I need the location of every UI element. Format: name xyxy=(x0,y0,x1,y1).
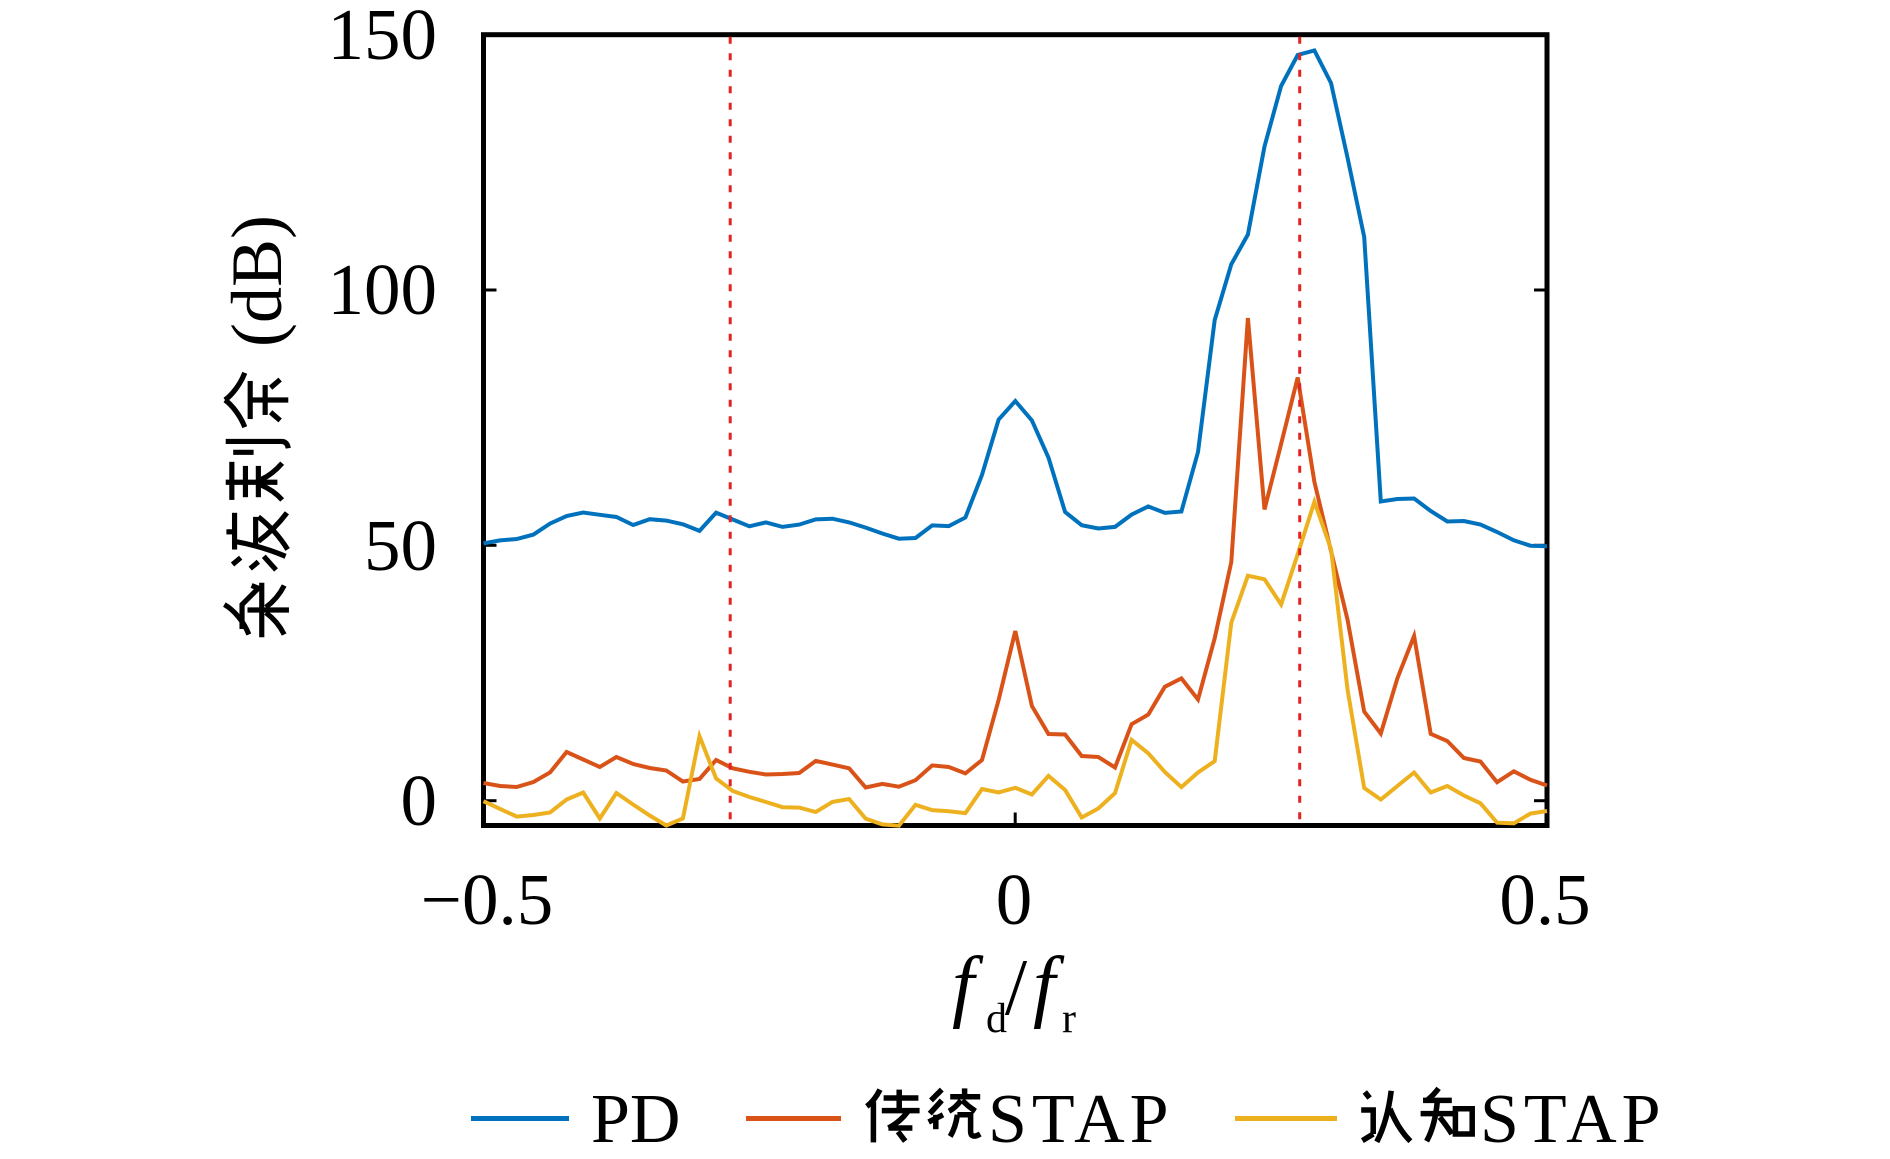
svg-text:0: 0 xyxy=(401,760,438,841)
svg-text:STAP: STAP xyxy=(1480,1081,1666,1158)
svg-text:100: 100 xyxy=(328,249,438,330)
svg-text:0.5: 0.5 xyxy=(1499,859,1590,940)
svg-text:150: 150 xyxy=(328,0,438,75)
svg-text:r: r xyxy=(1062,996,1076,1042)
svg-text:50: 50 xyxy=(364,505,437,586)
svg-text:−0.5: −0.5 xyxy=(421,859,553,940)
svg-text:(dB): (dB) xyxy=(217,215,297,347)
svg-text:/: / xyxy=(1005,944,1028,1032)
svg-text:d: d xyxy=(986,996,1007,1042)
svg-text:0: 0 xyxy=(996,859,1033,940)
svg-text:STAP: STAP xyxy=(988,1081,1174,1158)
svg-text:PD: PD xyxy=(591,1081,680,1158)
